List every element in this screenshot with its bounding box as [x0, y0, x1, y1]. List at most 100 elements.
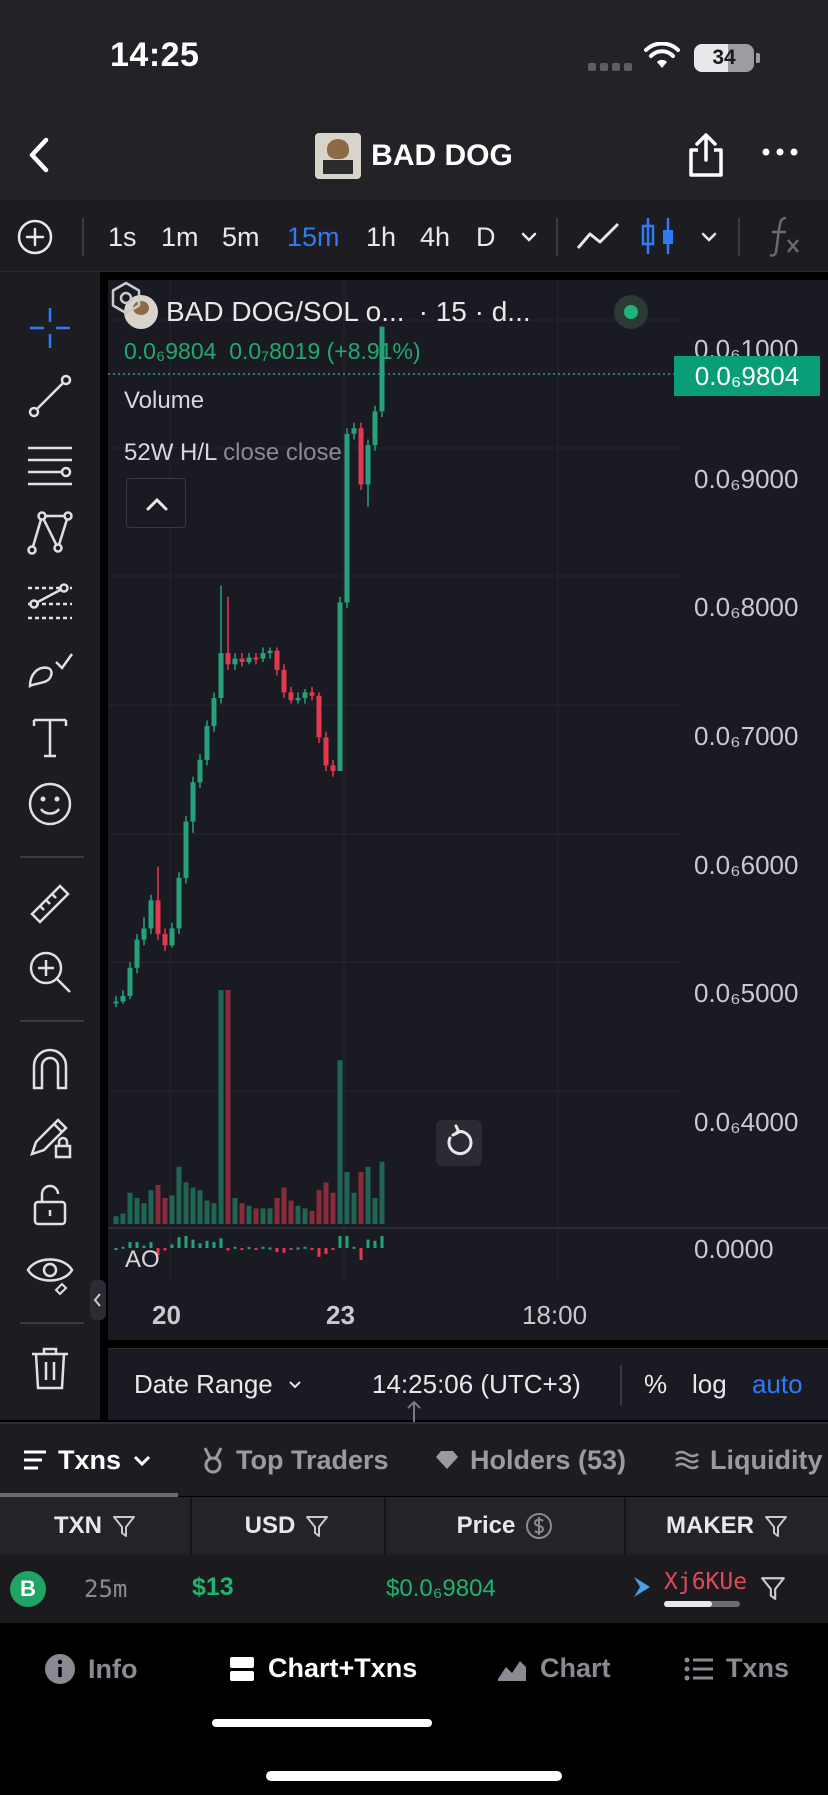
ao-bar: [135, 1242, 139, 1248]
volume-bar: [141, 1203, 147, 1224]
interval-dropdown-icon[interactable]: [518, 226, 540, 248]
ao-bar: [233, 1246, 237, 1249]
candle-body: [323, 737, 329, 766]
chart-settings-icon[interactable]: [108, 280, 144, 316]
legend-52w-hl[interactable]: 52W H/L close close: [124, 439, 531, 467]
legend-ohlc: 0.0₆9804 0.0₇8019 (+8.91%): [124, 338, 531, 365]
interval-5m[interactable]: 5m: [222, 222, 260, 252]
ao-bar: [128, 1242, 132, 1248]
lock-all-tool[interactable]: [24, 1178, 76, 1230]
magnet-tool[interactable]: [24, 1042, 76, 1094]
legend-volume[interactable]: Volume: [124, 387, 205, 414]
zoom-tool[interactable]: [24, 946, 76, 998]
filter-icon: [113, 1516, 135, 1537]
log-scale-button[interactable]: log: [692, 1369, 727, 1399]
range-divider: [620, 1365, 622, 1405]
tab-label: Holders (53): [470, 1444, 627, 1475]
text-icon: [32, 718, 68, 758]
ao-indicator-label[interactable]: AO: [125, 1246, 160, 1273]
tab-top-traders[interactable]: Top Traders: [200, 1424, 389, 1496]
interval-1s[interactable]: 1s: [108, 222, 137, 252]
pair-name[interactable]: BAD DOG/SOL o...: [166, 296, 405, 327]
forecast-tool[interactable]: [24, 574, 76, 626]
candle-body: [309, 692, 315, 696]
candle-body: [120, 995, 126, 1002]
measure-tool[interactable]: [24, 878, 76, 930]
date-range-button[interactable]: Date Range: [134, 1369, 304, 1400]
collapse-legend-button[interactable]: [126, 478, 186, 528]
legend-change: 0.0₇8019 (+8.91%): [229, 338, 421, 364]
price-chart[interactable]: BAD DOG/SOL o... · 15 · d... 0.0₆9804 0.…: [90, 280, 828, 1340]
ao-bar: [324, 1248, 328, 1254]
txn-age: 25m: [84, 1575, 128, 1603]
interval-d[interactable]: D: [476, 222, 496, 252]
line-chart-icon[interactable]: [576, 216, 622, 256]
lock-drawing-tool[interactable]: [24, 1110, 76, 1162]
candle-body: [218, 653, 224, 698]
volume-bar: [365, 1166, 371, 1224]
chevron-left-icon: [93, 1293, 101, 1307]
auto-scale-button[interactable]: auto: [752, 1369, 803, 1399]
volume-bar: [337, 1060, 343, 1224]
home-indicator[interactable]: [266, 1771, 562, 1781]
txn-maker[interactable]: Xj6KUe: [664, 1569, 748, 1595]
nav-txns[interactable]: Txns: [684, 1653, 789, 1684]
col-header-label: MAKER: [666, 1512, 754, 1539]
emoji-tool[interactable]: [24, 778, 76, 830]
table-row[interactable]: B 25m $13 $0.0₆9804 Xj6KUe: [0, 1555, 828, 1623]
pattern-tool[interactable]: [24, 506, 76, 558]
interval-1m[interactable]: 1m: [161, 222, 199, 252]
col-txn[interactable]: TXN: [0, 1497, 190, 1555]
col-header-label: Price: [456, 1512, 516, 1539]
crosshair-tool[interactable]: [24, 302, 76, 354]
candle-body: [155, 900, 161, 935]
volume-bar: [190, 1187, 196, 1224]
nav-chart-txns[interactable]: Chart+Txns: [228, 1653, 417, 1684]
interval-15m[interactable]: 15m: [287, 222, 340, 252]
chart-clock[interactable]: 14:25:06 (UTC+3): [372, 1369, 581, 1399]
col-maker[interactable]: MAKER: [626, 1497, 828, 1555]
brush-icon: [28, 653, 74, 689]
candlestick-type-icon[interactable]: [640, 216, 676, 256]
battery-level: 34: [712, 46, 736, 69]
nav-chart[interactable]: Chart: [496, 1653, 611, 1684]
volume-bar: [246, 1205, 252, 1224]
nav-info[interactable]: Info: [44, 1653, 137, 1685]
share-icon[interactable]: [686, 132, 726, 178]
text-tool[interactable]: [24, 710, 76, 762]
col-price[interactable]: Price: [386, 1497, 624, 1555]
filter-maker-icon[interactable]: [760, 1575, 786, 1601]
volume-bar: [204, 1200, 210, 1224]
candle-body: [134, 939, 140, 968]
trend-line-tool[interactable]: [24, 370, 76, 422]
collapse-tools-handle[interactable]: [90, 1280, 106, 1320]
back-arrow-icon[interactable]: [20, 132, 66, 178]
interval-1h[interactable]: 1h: [366, 222, 397, 252]
y-axis-label: 0.0₆8000: [694, 592, 799, 622]
volume-bar: [148, 1190, 154, 1224]
candle-body: [148, 900, 154, 929]
y-axis-label: 0.0000: [694, 1234, 774, 1264]
tab-holders[interactable]: Holders (53): [434, 1424, 626, 1496]
indicators-fx-icon[interactable]: [764, 214, 804, 258]
volume-bar: [351, 1192, 357, 1224]
brush-tool[interactable]: [24, 642, 76, 694]
interval-4h[interactable]: 4h: [420, 222, 451, 252]
percent-scale-button[interactable]: %: [644, 1369, 668, 1399]
eye-icon: [26, 1258, 74, 1296]
horizontal-lines-tool[interactable]: [24, 438, 76, 490]
reset-chart-button[interactable]: [436, 1120, 482, 1166]
zoom-in-icon: [29, 951, 71, 993]
delete-tool[interactable]: [24, 1342, 76, 1394]
chart-bottom-bar: Date Range 14:25:06 (UTC+3) % log auto: [108, 1348, 828, 1420]
candlestick-chart[interactable]: [108, 280, 828, 1340]
area-chart-icon: [498, 1660, 526, 1681]
more-options-icon[interactable]: [760, 142, 800, 162]
volume-bar: [120, 1213, 126, 1224]
visibility-tool[interactable]: [24, 1246, 76, 1298]
col-usd[interactable]: USD: [192, 1497, 382, 1555]
chart-type-dropdown-icon[interactable]: [698, 226, 720, 248]
tab-txns[interactable]: Txns: [22, 1424, 153, 1496]
tab-liquidity[interactable]: Liquidity: [674, 1424, 822, 1496]
add-symbol-icon[interactable]: [16, 218, 54, 256]
